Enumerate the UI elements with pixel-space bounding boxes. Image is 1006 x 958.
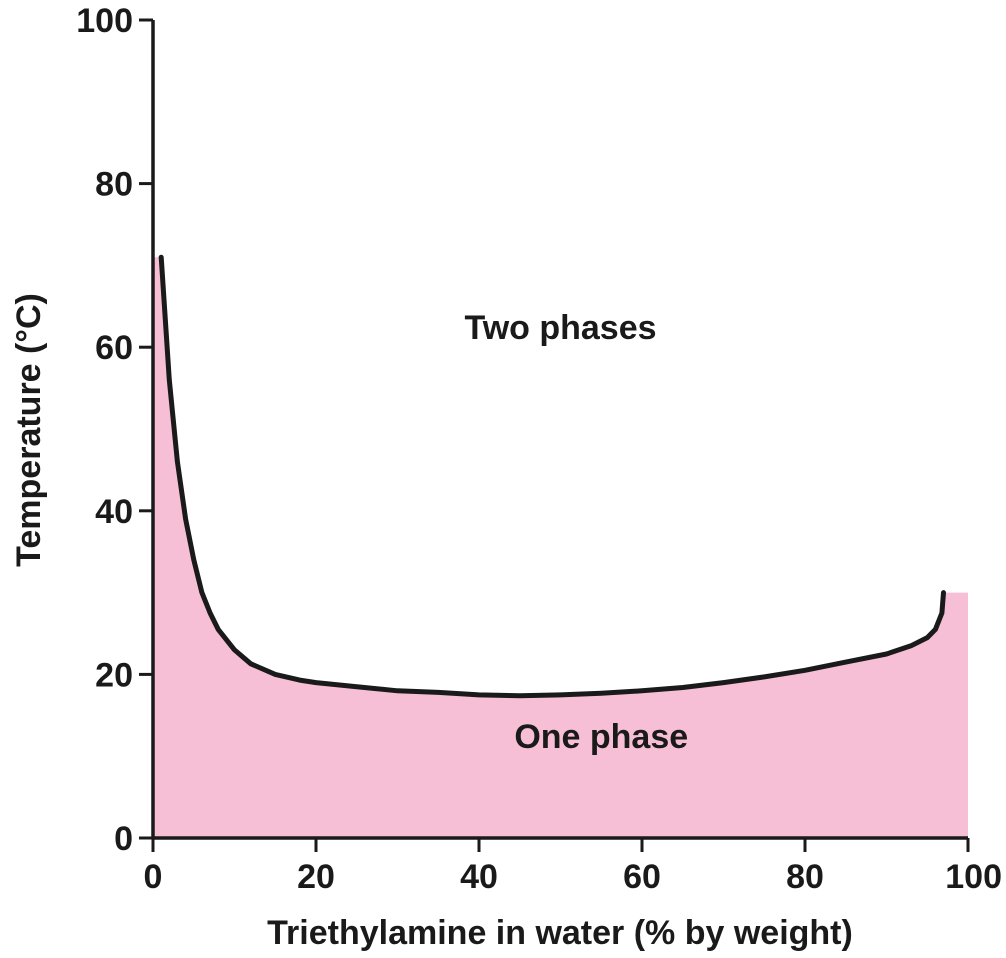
one-phase-area	[153, 257, 968, 838]
x-tick-label: 60	[623, 858, 661, 896]
y-tick-label: 20	[95, 656, 133, 694]
y-axis-ticks: 0 20 40 60 80 100	[76, 2, 153, 858]
y-tick-label: 60	[95, 329, 133, 367]
plot-area	[153, 254, 968, 838]
y-tick-label: 100	[76, 2, 133, 40]
y-tick-label: 80	[95, 166, 133, 204]
x-tick-label: 0	[144, 858, 163, 896]
axes	[151, 20, 968, 840]
x-tick-label: 80	[786, 858, 824, 896]
x-axis-ticks: 0 20 40 60 80 100	[144, 838, 1002, 896]
y-axis-label: Temperature (°C)	[10, 293, 48, 567]
x-tick-label: 20	[297, 858, 335, 896]
coexistence-curve	[158, 254, 946, 699]
y-tick-label: 40	[95, 493, 133, 531]
region-label-two-phases: Two phases	[464, 309, 656, 347]
region-label-one-phase: One phase	[514, 718, 688, 756]
y-tick-label: 0	[114, 820, 133, 858]
x-axis-label: Triethylamine in water (% by weight)	[267, 914, 853, 952]
x-tick-label: 100	[945, 858, 1002, 896]
x-tick-label: 40	[460, 858, 498, 896]
